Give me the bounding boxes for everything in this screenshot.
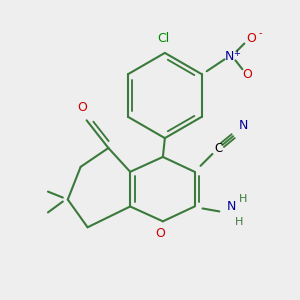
Text: O: O: [242, 68, 252, 81]
Text: N: N: [226, 200, 236, 213]
Text: -: -: [259, 28, 262, 39]
Text: N: N: [225, 50, 234, 63]
Text: O: O: [246, 32, 256, 45]
Text: H: H: [235, 217, 243, 227]
Text: +: +: [233, 49, 240, 58]
Text: N: N: [238, 119, 248, 132]
Text: O: O: [78, 101, 88, 114]
Text: C: C: [214, 142, 223, 154]
Text: H: H: [239, 194, 247, 203]
Text: O: O: [155, 227, 165, 240]
Text: Cl: Cl: [157, 32, 169, 44]
